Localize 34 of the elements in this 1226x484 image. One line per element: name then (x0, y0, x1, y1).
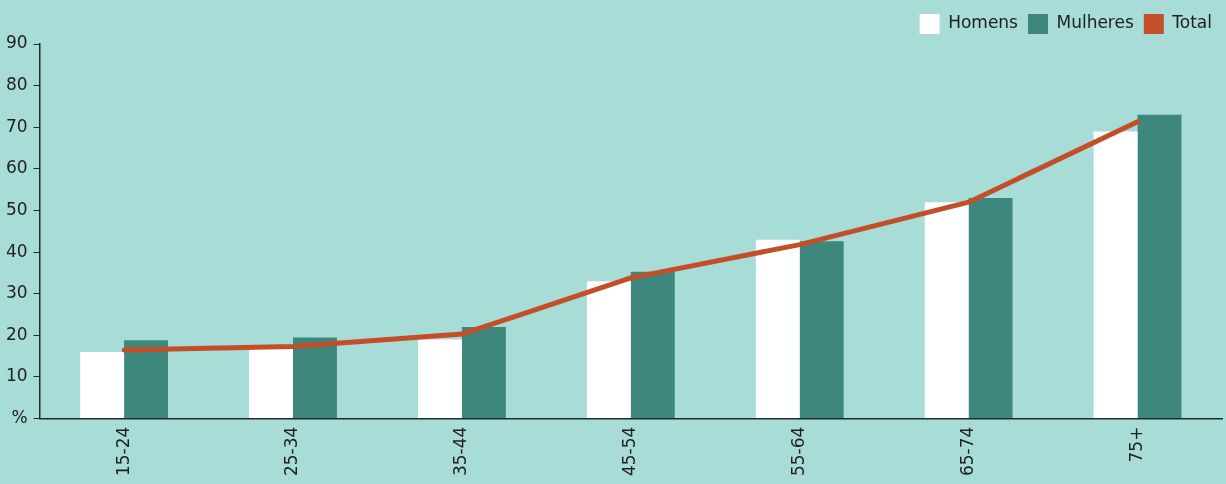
x-tick-label: 45-54 (619, 426, 640, 477)
legend-label: Mulheres (1056, 12, 1134, 33)
y-tick-label: 70 (5, 115, 28, 136)
bar (1137, 114, 1182, 419)
bar (249, 347, 293, 419)
legend-label: Homens (948, 12, 1019, 33)
bar (417, 339, 462, 419)
bar (293, 337, 337, 419)
y-tick-label: 90 (5, 32, 28, 53)
bar (80, 352, 125, 419)
x-tick-label: 35-44 (450, 426, 471, 477)
y-tick-label: 80 (5, 74, 28, 95)
x-tick-label: 15-24 (112, 426, 133, 477)
bar (630, 271, 675, 419)
bar (461, 327, 506, 419)
y-tick-label: 40 (5, 240, 28, 261)
legend-label: Total (1171, 12, 1212, 33)
bar (924, 202, 969, 419)
y-tick-label: 10 (5, 365, 28, 386)
x-tick-label: 25-34 (281, 426, 302, 477)
y-tick-label: 30 (5, 282, 28, 303)
y-tick-label: 60 (5, 157, 28, 178)
x-tick-label: 65-74 (957, 426, 978, 477)
bar (1093, 131, 1138, 419)
bar (124, 340, 168, 419)
bar (799, 241, 844, 419)
bar (968, 198, 1013, 419)
y-tick-label: 50 (5, 198, 28, 219)
bar (755, 239, 800, 419)
bar (586, 281, 631, 419)
x-tick-label: 75+ (1125, 426, 1146, 463)
y-tick-label: 20 (5, 323, 28, 344)
x-tick-label: 55-64 (788, 426, 809, 477)
y-tick-label: % (11, 407, 28, 428)
